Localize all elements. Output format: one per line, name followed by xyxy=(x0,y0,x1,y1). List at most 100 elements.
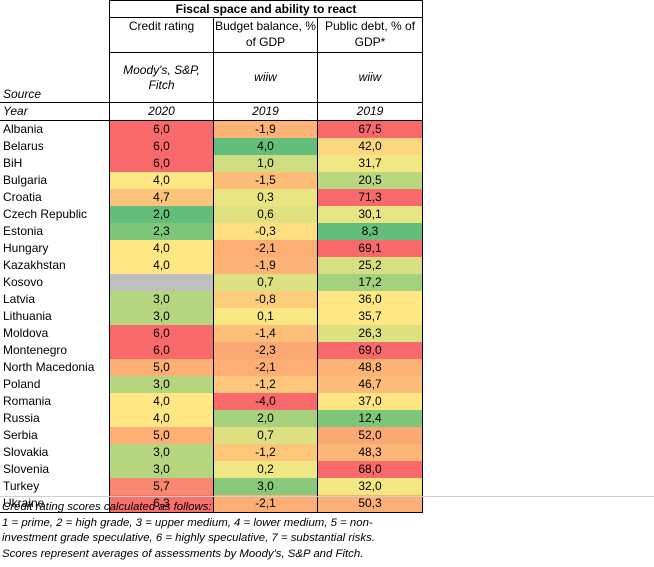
col-header-public-debt: Public debt, % of GDP* xyxy=(317,17,423,53)
credit-rating-cell: 4,0 xyxy=(109,410,214,427)
budget-balance-cell: 4,0 xyxy=(213,138,318,155)
table-row: Czech Republic 2,0 0,6 30,1 xyxy=(0,206,423,223)
public-debt-cell: 48,8 xyxy=(317,359,423,376)
budget-balance-cell: 3,0 xyxy=(213,478,318,495)
country-name: Latvia xyxy=(3,292,36,306)
table-row: Kazakhstan 4,0 -1,9 25,2 xyxy=(0,257,423,274)
country-name: North Macedonia xyxy=(3,360,95,374)
country-name: Slovenia xyxy=(3,462,50,476)
budget-balance-cell: -1,9 xyxy=(213,257,318,274)
country-name: Poland xyxy=(3,377,41,391)
budget-balance-cell: 0,7 xyxy=(213,274,318,291)
year-label: Year xyxy=(0,102,110,121)
budget-balance-cell: -1,4 xyxy=(213,325,318,342)
public-debt-cell: 26,3 xyxy=(317,325,423,342)
credit-rating-cell: 3,0 xyxy=(109,461,214,478)
footnote-line: Credit rating scores calculated as follo… xyxy=(2,501,212,513)
table-row: Croatia 4,7 0,3 71,3 xyxy=(0,189,423,206)
table-title: Fiscal space and ability to react xyxy=(109,0,423,18)
country-name: BiH xyxy=(3,156,23,170)
footnote-divider xyxy=(0,496,654,497)
country-name: Croatia xyxy=(3,190,42,204)
credit-rating-cell: 5,7 xyxy=(109,478,214,495)
year-row: Year 2020 2019 2019 xyxy=(0,102,423,121)
public-debt-cell: 35,7 xyxy=(317,308,423,325)
credit-rating-cell: 4,0 xyxy=(109,172,214,189)
budget-balance-cell: -1,9 xyxy=(213,120,318,138)
table-row: Kosovo 0,7 17,2 xyxy=(0,274,423,291)
budget-balance-cell: 0,2 xyxy=(213,461,318,478)
public-debt-cell: 71,3 xyxy=(317,189,423,206)
credit-rating-cell: 4,0 xyxy=(109,393,214,410)
public-debt-cell: 42,0 xyxy=(317,138,423,155)
public-debt-cell: 46,7 xyxy=(317,376,423,393)
budget-balance-cell: -2,1 xyxy=(213,240,318,257)
credit-rating-cell: 3,0 xyxy=(109,376,214,393)
country-name: Kazakhstan xyxy=(3,258,66,272)
credit-rating-cell: 6,0 xyxy=(109,325,214,342)
public-debt-cell: 68,0 xyxy=(317,461,423,478)
table-row: Serbia 5,0 0,7 52,0 xyxy=(0,427,423,444)
year-public-debt: 2019 xyxy=(317,102,423,121)
title-row: Fiscal space and ability to react xyxy=(0,0,423,18)
country-name: Montenegro xyxy=(3,343,68,357)
credit-rating-cell: 3,0 xyxy=(109,444,214,461)
country-name: Hungary xyxy=(3,241,49,255)
table-row: Latvia 3,0 -0,8 36,0 xyxy=(0,291,423,308)
source-label: Source xyxy=(3,87,42,101)
footnote-line: investment grade speculative, 6 = highly… xyxy=(2,532,375,544)
table-row: Montenegro 6,0 -2,3 69,0 xyxy=(0,342,423,359)
credit-rating-cell: 2,0 xyxy=(109,206,214,223)
country-name: Moldova xyxy=(3,326,49,340)
budget-balance-cell: 0,7 xyxy=(213,427,318,444)
country-name: Slovakia xyxy=(3,445,49,459)
credit-rating-cell: 6,0 xyxy=(109,155,214,172)
budget-balance-cell: -0,8 xyxy=(213,291,318,308)
table-row: BiH 6,0 1,0 31,7 xyxy=(0,155,423,172)
table-row: Hungary 4,0 -2,1 69,1 xyxy=(0,240,423,257)
credit-rating-cell: 6,0 xyxy=(109,342,214,359)
credit-rating-cell: 4,0 xyxy=(109,257,214,274)
credit-rating-cell: 4,0 xyxy=(109,240,214,257)
budget-balance-cell: -4,0 xyxy=(213,393,318,410)
country-name: Kosovo xyxy=(3,275,44,289)
budget-balance-cell: 2,0 xyxy=(213,410,318,427)
credit-rating-cell: 4,7 xyxy=(109,189,214,206)
budget-balance-cell: -1,2 xyxy=(213,444,318,461)
table-row: Belarus 6,0 4,0 42,0 xyxy=(0,138,423,155)
country-name: Lithuania xyxy=(3,309,52,323)
public-debt-cell: 36,0 xyxy=(317,291,423,308)
table-row: Bulgaria 4,0 -1,5 20,5 xyxy=(0,172,423,189)
table-row: Poland 3,0 -1,2 46,7 xyxy=(0,376,423,393)
footnote-line: 1 = prime, 2 = high grade, 3 = upper med… xyxy=(2,516,373,529)
year-budget-balance: 2019 xyxy=(213,102,318,121)
public-debt-cell: 52,0 xyxy=(317,427,423,444)
footnotes: Credit rating scores calculated as follo… xyxy=(2,500,442,562)
credit-rating-cell: 5,0 xyxy=(109,427,214,444)
credit-rating-cell: 3,0 xyxy=(109,308,214,325)
table-row: Estonia 2,3 -0,3 8,3 xyxy=(0,223,423,240)
budget-balance-cell: -2,1 xyxy=(213,495,318,513)
source-row: Source Moody's, S&P, Fitch wiiw wiiw xyxy=(0,52,423,103)
public-debt-cell: 30,1 xyxy=(317,206,423,223)
footnote-line: Scores represent averages of assessments… xyxy=(2,547,364,560)
table-row: Slovakia 3,0 -1,2 48,3 xyxy=(0,444,423,461)
table-row: Lithuania 3,0 0,1 35,7 xyxy=(0,308,423,325)
source-credit-rating: Moody's, S&P, Fitch xyxy=(109,52,214,103)
data-table: Fiscal space and ability to react Credit… xyxy=(0,0,423,513)
country-name: Belarus xyxy=(3,139,44,153)
credit-rating-cell: 6,0 xyxy=(109,120,214,138)
budget-balance-cell: 0,6 xyxy=(213,206,318,223)
budget-balance-cell: -1,2 xyxy=(213,376,318,393)
table-row: Slovenia 3,0 0,2 68,0 xyxy=(0,461,423,478)
public-debt-cell: 12,4 xyxy=(317,410,423,427)
year-credit-rating: 2020 xyxy=(109,102,214,121)
public-debt-cell: 50,3 xyxy=(317,495,423,513)
country-name: Estonia xyxy=(3,224,44,238)
budget-balance-cell: -2,1 xyxy=(213,359,318,376)
country-name: Bulgaria xyxy=(3,173,48,187)
source-budget-balance: wiiw xyxy=(213,52,318,103)
public-debt-cell: 20,5 xyxy=(317,172,423,189)
budget-balance-cell: 1,0 xyxy=(213,155,318,172)
budget-balance-cell: -1,5 xyxy=(213,172,318,189)
